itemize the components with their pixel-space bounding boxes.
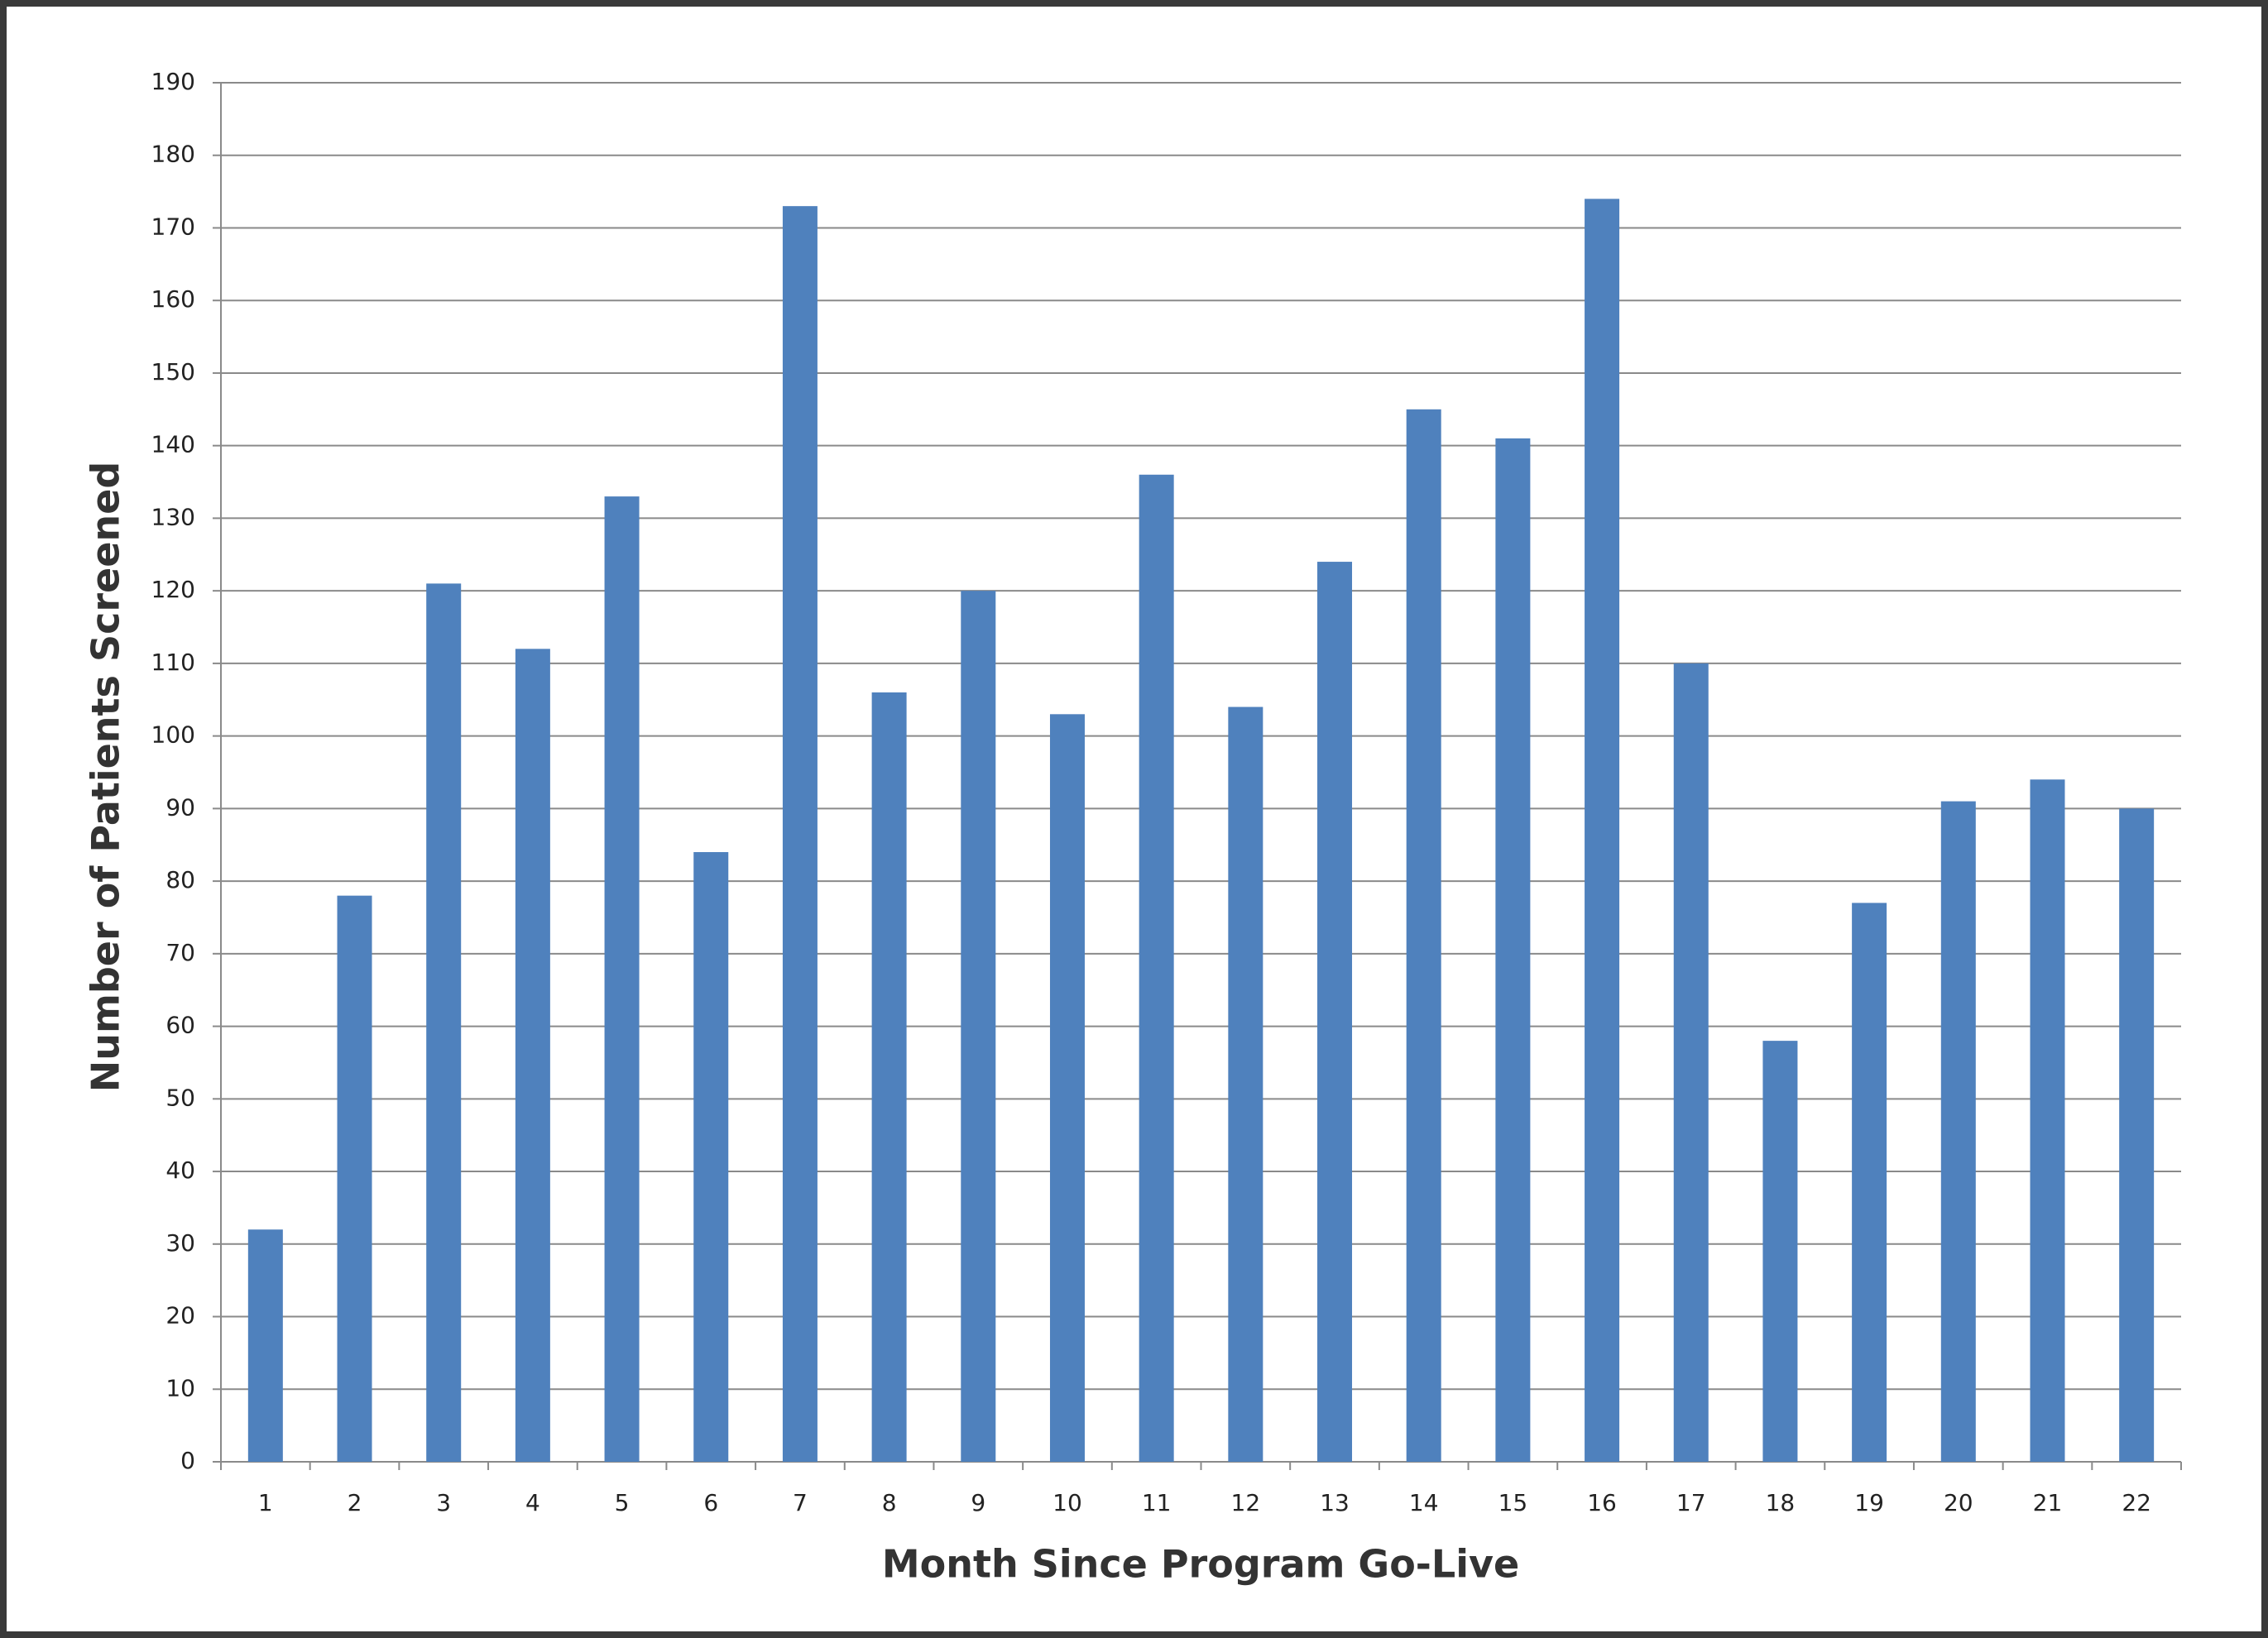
y-tick-label: 150 [151,358,195,386]
bar [426,583,462,1462]
bar [961,591,996,1462]
x-tick-label: 2 [348,1489,362,1516]
y-tick-label: 170 [151,213,195,240]
x-tick-label: 7 [793,1489,808,1516]
bar [1049,714,1085,1462]
bar [871,692,907,1462]
bar [1406,409,1441,1462]
bar [515,649,550,1462]
y-tick-label: 90 [165,793,195,821]
x-tick-label: 22 [2122,1489,2151,1516]
y-tick-label: 60 [165,1012,195,1039]
y-tick-label: 0 [180,1447,195,1474]
bar [1585,199,1620,1463]
x-tick-label: 11 [1142,1489,1172,1516]
bar [1495,438,1531,1462]
bar [693,852,729,1462]
y-tick-label: 160 [151,285,195,313]
x-tick-label: 17 [1676,1489,1706,1516]
x-axis-title: Month Since Program Go-Live [882,1542,1519,1587]
x-tick-label: 3 [436,1489,451,1516]
y-tick-label: 180 [151,141,195,168]
y-tick-label: 120 [151,576,195,603]
y-tick-label: 130 [151,503,195,530]
bar [337,895,372,1462]
bar [604,496,640,1462]
x-tick-label: 5 [615,1489,630,1516]
y-tick-label: 110 [151,649,195,676]
y-tick-label: 80 [165,866,195,893]
y-tick-label: 140 [151,431,195,458]
x-tick-label: 12 [1231,1489,1261,1516]
x-tick-label: 10 [1052,1489,1082,1516]
x-tick-label: 14 [1409,1489,1439,1516]
bar [1673,663,1709,1462]
x-tick-label: 15 [1498,1489,1528,1516]
x-tick-label: 19 [1854,1489,1884,1516]
y-tick-label: 190 [151,68,195,95]
x-tick-label: 20 [1944,1489,1973,1516]
x-tick-label: 6 [703,1489,718,1516]
x-tick-label: 18 [1766,1489,1796,1516]
x-tick-label: 16 [1587,1489,1617,1516]
bar [1940,801,1976,1462]
y-tick-label: 50 [165,1084,195,1111]
y-tick-label: 40 [165,1157,195,1184]
x-tick-label: 4 [525,1489,540,1516]
x-tick-label: 13 [1320,1489,1350,1516]
bar [1228,706,1263,1462]
y-tick-label: 10 [165,1374,195,1401]
y-tick-label: 70 [165,939,195,966]
x-tick-label: 8 [882,1489,897,1516]
x-tick-label: 1 [258,1489,273,1516]
bar [1139,474,1174,1462]
bar [247,1229,283,1462]
x-tick-label: 21 [2033,1489,2063,1516]
bar [1762,1041,1798,1462]
bar [782,206,818,1463]
y-tick-label: 30 [165,1229,195,1257]
bar [2030,779,2065,1462]
bar [1852,903,1887,1462]
y-tick-label: 100 [151,721,195,749]
y-axis-title: Number of Patients Screened [84,462,128,1093]
x-tick-label: 9 [971,1489,985,1516]
y-tick-label: 20 [165,1302,195,1329]
bar [2119,808,2155,1462]
bar [1317,562,1353,1462]
